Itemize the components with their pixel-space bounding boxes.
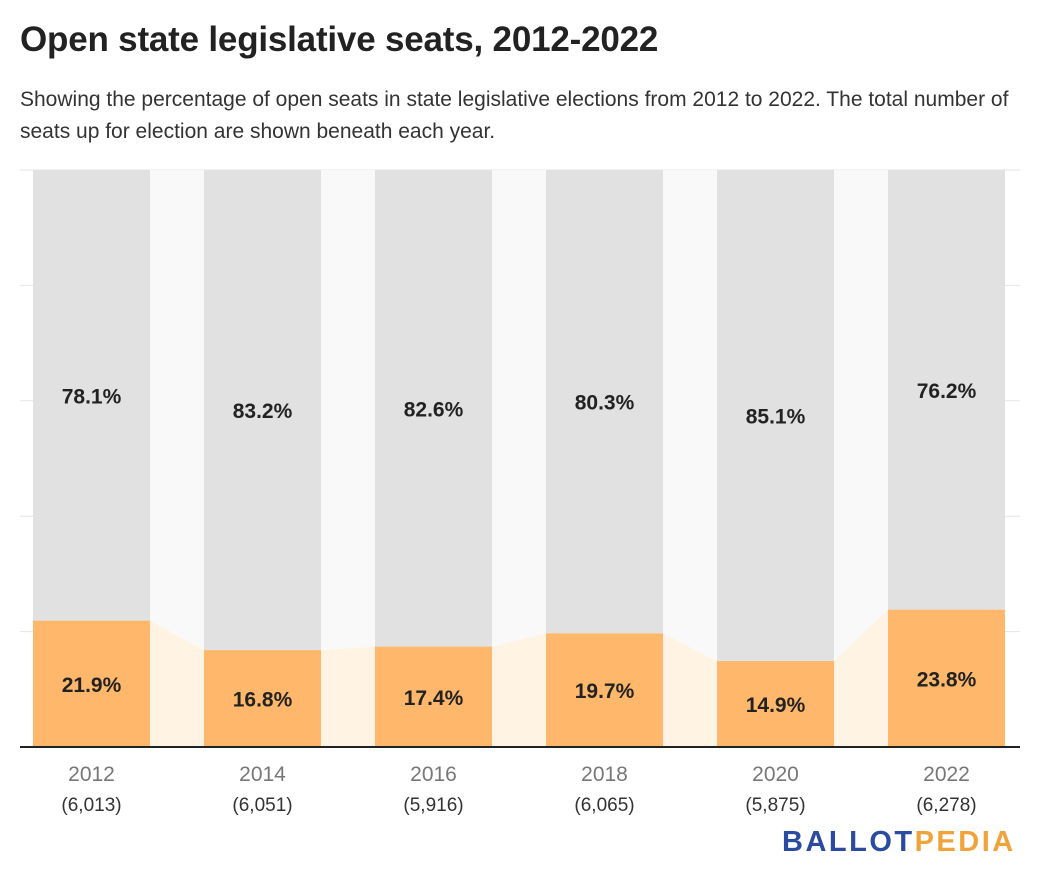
open-connector-band (834, 609, 888, 747)
open-data-label: 16.8% (233, 689, 293, 712)
incumbent-bar (33, 170, 150, 621)
open-seats-bar (33, 620, 150, 747)
ballotpedia-logo: BALLOTPEDIA (782, 826, 1016, 859)
x-tick-label: 2020 (752, 763, 799, 786)
open-data-label: 14.9% (746, 694, 806, 717)
open-seats-bar (888, 609, 1005, 747)
incumbent-data-label: 78.1% (62, 385, 122, 408)
incumbent-bar (717, 170, 834, 662)
open-connector-band (663, 633, 717, 747)
logo-ballot-text: BALLOT (782, 826, 915, 858)
x-tick-sublabel: (6,051) (232, 795, 292, 816)
x-tick-sublabel: (6,065) (574, 795, 634, 816)
x-tick-label: 2018 (581, 763, 628, 786)
open-seats-bar (546, 633, 663, 747)
incumbent-connector-band (492, 170, 546, 647)
x-tick-label: 2012 (68, 763, 115, 786)
open-data-label: 19.7% (575, 680, 635, 703)
open-seats-bar (204, 650, 321, 747)
x-tick-sublabel: (5,875) (745, 795, 805, 816)
open-seats-bar (717, 661, 834, 747)
open-connector-band (492, 633, 546, 747)
open-data-label: 21.9% (62, 674, 122, 697)
incumbent-data-label: 83.2% (233, 400, 293, 423)
open-data-label: 17.4% (404, 687, 464, 710)
incumbent-bar (375, 170, 492, 647)
x-tick-label: 2016 (410, 763, 457, 786)
incumbent-data-label: 82.6% (404, 398, 464, 421)
incumbent-bar (888, 170, 1005, 610)
incumbent-connector-band (150, 170, 204, 651)
x-tick-sublabel: (6,013) (61, 795, 121, 816)
x-tick-sublabel: (5,916) (403, 795, 463, 816)
x-tick-label: 2014 (239, 763, 286, 786)
logo-pedia-text: PEDIA (914, 826, 1016, 858)
open-data-label: 23.8% (917, 668, 977, 691)
incumbent-connector-band (321, 170, 375, 651)
x-tick-label: 2022 (923, 763, 970, 786)
open-seats-bar (375, 646, 492, 747)
open-connector-band (150, 620, 204, 747)
chart-title: Open state legislative seats, 2012-2022 (20, 20, 659, 59)
incumbent-data-label: 80.3% (575, 392, 635, 415)
incumbent-connector-band (834, 170, 888, 662)
incumbent-connector-band (663, 170, 717, 662)
x-tick-sublabel: (6,278) (916, 795, 976, 816)
incumbent-bar (204, 170, 321, 651)
chart-subtitle: Showing the percentage of open seats in … (20, 88, 1009, 143)
incumbent-data-label: 76.2% (917, 380, 977, 403)
incumbent-data-label: 85.1% (746, 406, 806, 429)
open-connector-band (321, 646, 375, 747)
incumbent-bar (546, 170, 663, 634)
